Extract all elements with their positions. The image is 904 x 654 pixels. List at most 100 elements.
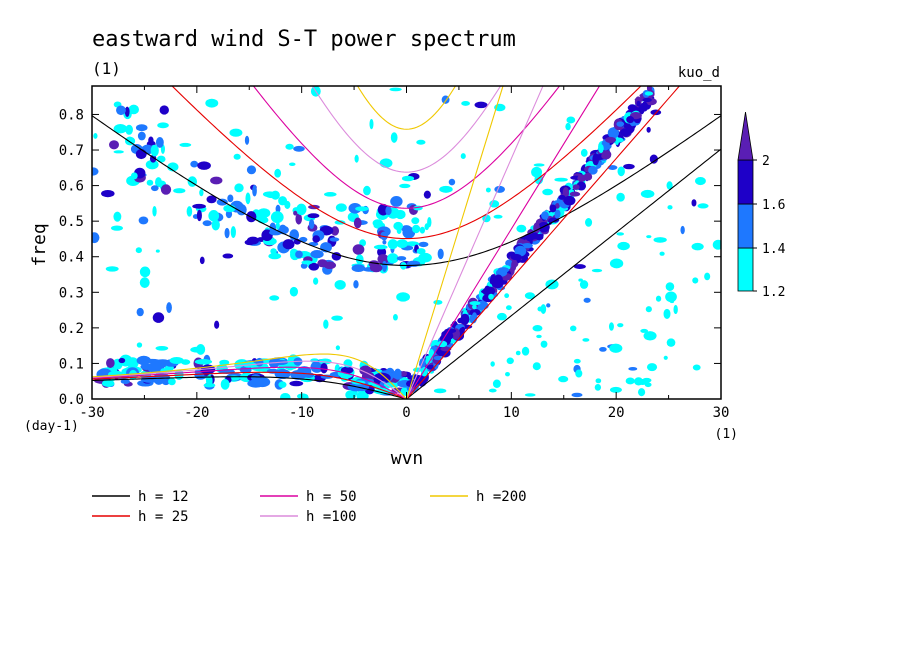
power-blob: [585, 218, 593, 227]
power-blob: [669, 299, 675, 304]
power-blob: [186, 206, 193, 217]
power-blob: [192, 203, 206, 209]
power-blob: [295, 213, 303, 225]
power-blob: [334, 220, 346, 225]
power-blob: [704, 272, 711, 281]
ig-curve: [92, 115, 721, 267]
power-blob: [239, 365, 252, 374]
power-blob: [485, 187, 491, 193]
y-axis-label: freq: [29, 223, 50, 266]
power-blob: [424, 223, 429, 231]
power-blob: [444, 328, 457, 334]
power-blob: [331, 315, 343, 321]
power-blob: [594, 384, 602, 391]
power-blob: [169, 357, 184, 364]
power-blob: [377, 254, 389, 265]
power-blob: [390, 132, 398, 143]
power-blob: [433, 355, 443, 361]
power-blob: [308, 262, 320, 271]
colorbar-label: 1.2: [762, 285, 785, 300]
power-blob: [310, 360, 324, 373]
power-blob: [312, 235, 320, 243]
power-blob: [579, 280, 589, 289]
rossby-curve: [92, 376, 407, 399]
power-blob: [653, 237, 667, 243]
power-blob: [385, 205, 392, 216]
y-tick-label: 0.2: [59, 321, 84, 337]
power-blob: [659, 251, 665, 256]
rossby-curve: [92, 360, 407, 399]
power-blob: [202, 220, 212, 227]
power-blob: [350, 390, 358, 396]
power-blob: [387, 253, 399, 264]
power-blob: [220, 378, 230, 390]
power-blob: [637, 388, 646, 397]
power-blob: [196, 209, 202, 222]
power-blob: [244, 135, 250, 145]
x-tick-label: 10: [503, 405, 520, 421]
power-blob: [563, 195, 576, 206]
power-blob: [262, 191, 277, 198]
power-blob: [655, 295, 662, 302]
power-blob: [640, 189, 655, 198]
power-blob: [308, 219, 315, 230]
power-blob: [425, 355, 432, 366]
power-blob: [549, 204, 557, 213]
power-blob: [373, 244, 388, 250]
power-blob: [666, 338, 676, 347]
power-blob: [396, 256, 407, 261]
power-blob: [382, 240, 387, 245]
power-blob: [524, 292, 535, 300]
power-blob: [101, 190, 115, 198]
power-blob: [609, 343, 623, 353]
power-blob: [223, 204, 236, 213]
x-axis-unit: (1): [715, 427, 738, 442]
power-blob: [532, 362, 541, 371]
power-blob: [354, 154, 359, 163]
power-blob: [353, 280, 359, 289]
power-blob: [301, 260, 313, 265]
power-blob: [646, 126, 651, 133]
power-blob: [411, 224, 421, 234]
power-blob: [599, 346, 607, 352]
power-blob: [488, 388, 497, 393]
power-blob: [607, 127, 620, 139]
power-blob: [514, 245, 527, 257]
legend-label: h = 25: [138, 509, 189, 525]
power-blob: [379, 158, 393, 168]
power-blob: [489, 200, 500, 208]
power-blob: [255, 357, 264, 367]
power-blob: [245, 192, 251, 205]
power-blob: [393, 221, 404, 231]
power-blob: [511, 259, 517, 271]
power-blob: [293, 145, 305, 152]
power-blob: [139, 266, 151, 278]
power-blob: [536, 334, 542, 339]
kelvin-curve: [406, 86, 681, 399]
power-blob: [412, 367, 423, 372]
power-blob: [416, 248, 426, 255]
legend-label: h =200: [476, 489, 527, 505]
x-axis-ticks: -30 -20 -10 0 10 20 30: [79, 86, 729, 421]
x-tick-label: -10: [289, 405, 314, 421]
power-blob: [642, 97, 652, 103]
power-blob: [270, 248, 277, 255]
power-blob: [423, 190, 431, 199]
power-blob: [278, 381, 287, 388]
power-blob: [310, 250, 324, 259]
power-shading: [92, 86, 721, 399]
power-blob: [282, 239, 295, 250]
power-blob: [105, 266, 119, 272]
power-blob: [505, 371, 510, 377]
power-blob: [233, 153, 241, 160]
power-blob: [566, 116, 576, 124]
power-blob: [109, 140, 119, 150]
power-blob: [548, 217, 560, 223]
power-blob: [190, 346, 204, 353]
power-blob: [460, 326, 466, 332]
power-blob: [505, 305, 512, 311]
power-blob: [396, 292, 410, 302]
power-blob: [554, 177, 568, 182]
power-blob: [537, 306, 543, 312]
power-blob: [510, 253, 522, 261]
